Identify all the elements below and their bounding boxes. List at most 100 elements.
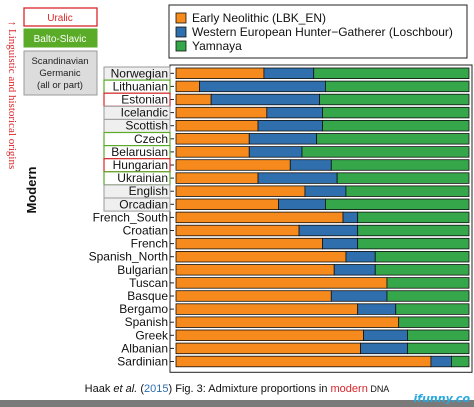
bar-segment-estonian-2 [319,93,470,106]
category-label: Norwegian [111,66,168,80]
bar-segment-lithuanian-1 [199,80,326,93]
bar-segment-english-1 [304,185,347,197]
category-label: Spanish [125,315,168,329]
category-label: Orcadian [119,197,168,211]
bar-segment-spanish-north-2 [374,250,470,263]
category-label: Hungarian [113,158,168,172]
group-box-germanic [103,197,171,212]
bottom-strip [0,400,474,407]
bar-segment-bergamo-0 [175,303,359,315]
category-label: Spanish_North [89,250,168,264]
bar-segment-norwegian-2 [313,67,470,80]
bar-segment-basque-1 [330,290,388,302]
bar-segment-icelandic-0 [175,106,268,119]
bar-segment-bulgarian-1 [333,264,376,276]
bar-segment-belarusian-0 [175,146,250,158]
bar-segment-estonian-0 [175,93,212,106]
bar-segment-spanish-north-1 [345,250,376,263]
category-label: Croatian [123,224,168,238]
key-box-uralic [23,7,98,27]
legend-swatch [175,40,187,52]
bar-segment-ukrainian-2 [336,172,470,184]
bar-segment-bulgarian-2 [374,264,470,276]
key-label-germanic: Germanic [39,68,80,79]
category-label: Basque [127,289,168,303]
category-label: French_South [93,210,168,224]
bar-segment-sardinian-0 [175,355,432,368]
bar-segment-lithuanian-2 [325,80,470,93]
bar-segment-greek-1 [363,329,408,342]
key-box-balto-slavic [23,28,98,48]
bar-segment-belarusian-1 [248,146,303,158]
key-label-germanic: Scandinavian [31,56,88,67]
bar-segment-spanish-2 [398,316,470,328]
category-label: Greek [135,328,169,342]
category-label: Tuscan [129,276,168,290]
watermark-logo: ifunny.co [413,392,470,405]
caption-dna: DNA [368,384,390,394]
bar-segment-french-2 [357,237,470,250]
bar-segment-spanish-north-0 [175,250,347,263]
bar-segment-sardinian-2 [451,355,470,368]
bar-segment-orcadian-1 [278,198,326,211]
caption-author: Haak [85,383,114,395]
bar-segment-greek-2 [407,329,470,342]
bar-segment-lithuanian-0 [175,80,200,93]
bar-segment-belarusian-2 [301,146,470,158]
bar-segment-spanish-0 [175,316,400,328]
category-label: Albanian [121,341,168,355]
bar-segment-ukrainian-0 [175,172,259,184]
bar-segment-albanian-1 [360,342,408,355]
category-label: Sardinian [117,355,168,369]
category-label: Bulgarian [117,263,168,277]
bar-segment-french-0 [175,237,323,250]
bar-segment-bulgarian-0 [175,264,335,276]
bar-segment-estonian-1 [210,93,320,106]
bar-segment-french-1 [322,237,359,250]
category-label: Estonian [121,93,168,107]
category-label: Scottish [125,119,168,133]
bar-segment-hungarian-2 [330,159,470,171]
bar-segment-tuscan-2 [386,277,470,289]
category-label: Ukrainian [117,171,168,185]
bar-segment-czech-1 [248,133,318,145]
category-label: English [129,184,168,198]
category-label: Czech [134,132,168,146]
category-label: French [131,237,168,251]
bar-segment-bergamo-1 [357,303,397,315]
category-label: Icelandic [121,106,168,120]
bar-segment-scottish-2 [322,120,470,132]
bar-segment-hungarian-0 [175,159,291,171]
bar-segment-french-south-1 [342,211,359,224]
bar-segment-english-2 [345,185,470,197]
bar-segment-icelandic-2 [322,106,470,119]
caption-year: 2015 [144,383,168,395]
bar-segment-bergamo-2 [395,303,470,315]
bar-segment-czech-0 [175,133,250,145]
bar-segment-basque-2 [386,290,470,302]
bar-segment-czech-2 [316,133,470,145]
category-label: Bergamo [119,302,168,316]
caption-etal: et al. [113,383,137,395]
bar-segment-scottish-1 [257,120,323,132]
bar-segment-albanian-2 [407,342,470,355]
legend-swatch [175,12,187,24]
side-historical-label: ↑ Linguistic and historical origins [6,21,18,169]
bar-segment-french-south-0 [175,211,344,224]
bar-segment-icelandic-1 [266,106,323,119]
caption-text: ) Fig. 3: Admixture proportions in [169,383,331,395]
key-label-balto-slavic: Balto-Slavic [34,34,87,45]
bar-segment-croatian-2 [357,224,470,237]
bar-segment-ukrainian-1 [257,172,338,184]
legend-label: Yamnaya [192,39,242,53]
caption-highlight: modern [331,383,368,395]
category-label: Belarusian [111,145,168,159]
bar-segment-orcadian-2 [325,198,470,211]
bar-segment-albanian-0 [175,342,361,355]
bar-segment-french-south-2 [357,211,470,224]
bar-segment-orcadian-0 [175,198,279,211]
bar-segment-basque-0 [175,290,332,302]
legend-swatch [175,26,187,38]
